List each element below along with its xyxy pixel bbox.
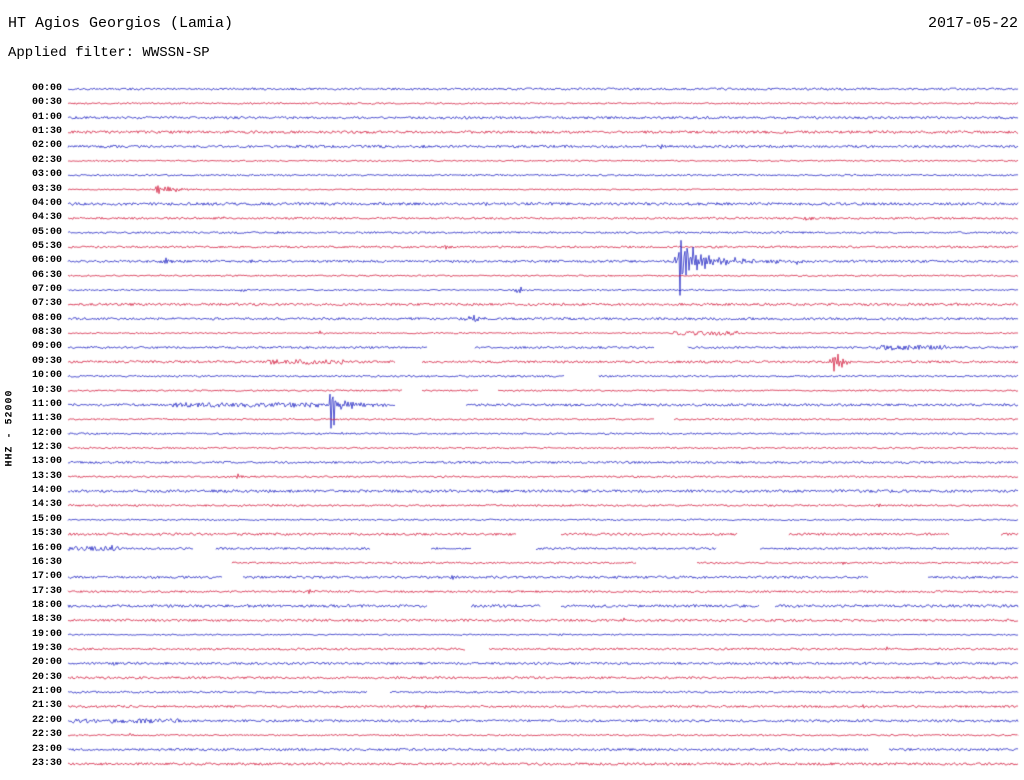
time-label: 09:00 (31, 341, 62, 353)
time-label: 06:30 (31, 269, 62, 281)
time-label: 12:00 (31, 427, 62, 439)
time-label: 02:00 (31, 140, 62, 152)
time-label: 10:00 (31, 370, 62, 382)
time-label: 17:30 (31, 585, 62, 597)
time-label: 01:30 (31, 126, 62, 138)
time-label: 07:30 (31, 298, 62, 310)
time-label: 19:00 (31, 628, 62, 640)
time-label: 20:30 (31, 671, 62, 683)
time-label: 11:00 (31, 398, 62, 410)
time-label: 07:00 (31, 284, 62, 296)
time-label: 09:30 (31, 355, 62, 367)
time-label: 05:00 (31, 226, 62, 238)
time-label: 03:00 (31, 169, 62, 181)
time-label: 12:30 (31, 442, 62, 453)
time-label: 22:30 (31, 729, 62, 741)
time-label: 17:00 (31, 571, 62, 583)
time-label: 03:30 (31, 183, 62, 195)
time-label: 13:30 (31, 470, 62, 482)
time-label: 00:00 (31, 83, 62, 94)
time-label: 23:00 (31, 743, 62, 755)
time-label: 15:30 (31, 528, 62, 540)
time-label: 23:30 (31, 757, 62, 769)
time-label: 06:00 (31, 255, 62, 267)
time-label: 08:30 (31, 327, 62, 339)
time-label: 02:30 (31, 154, 62, 166)
time-label: 18:30 (31, 614, 62, 626)
time-label: 18:00 (31, 599, 62, 611)
time-label: 00:30 (31, 97, 62, 109)
time-label: 13:00 (31, 456, 62, 468)
time-label: 16:00 (31, 542, 62, 554)
time-label: 10:30 (31, 384, 62, 396)
time-label: 19:30 (31, 643, 62, 655)
time-label: 14:00 (31, 485, 62, 497)
time-label: 21:00 (31, 686, 62, 698)
time-label: 05:30 (31, 240, 62, 252)
time-label: 22:00 (31, 714, 62, 726)
time-label: 20:00 (31, 657, 62, 669)
time-label: 08:00 (31, 312, 62, 324)
time-label: 01:00 (31, 111, 62, 123)
time-label: 04:00 (31, 197, 62, 209)
time-label: 16:30 (31, 556, 62, 568)
time-label: 21:30 (31, 700, 62, 712)
time-label: 15:00 (31, 513, 62, 525)
time-label: 11:30 (31, 413, 62, 425)
time-label: 14:30 (31, 499, 62, 511)
time-label: 04:30 (31, 212, 62, 224)
